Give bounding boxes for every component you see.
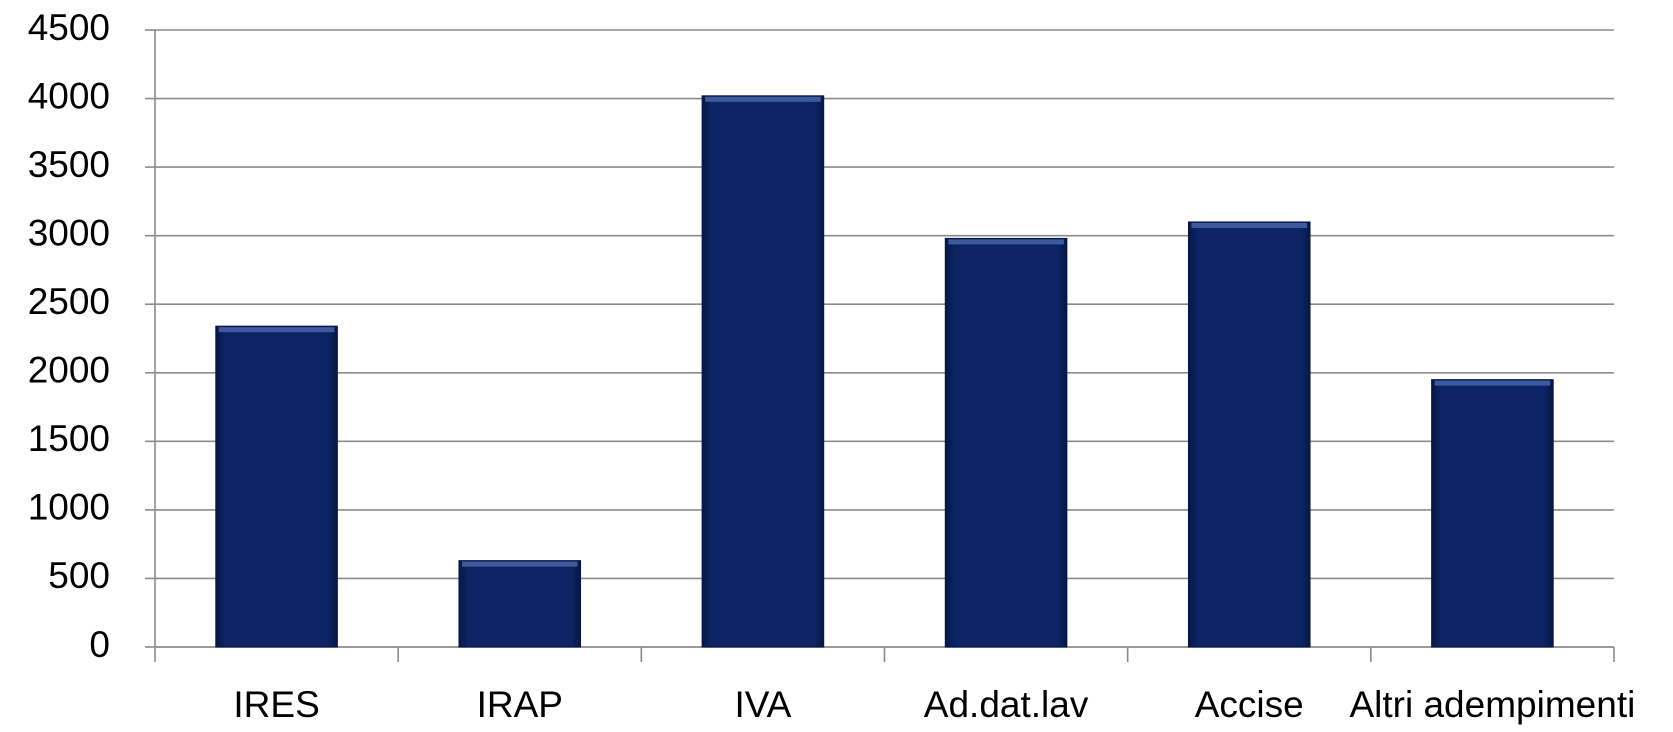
- x-tick-label: IVA: [734, 684, 791, 725]
- y-tick-label: 1500: [28, 418, 110, 459]
- bar-highlight: [461, 561, 578, 567]
- x-tick-label: Ad.dat.lav: [924, 684, 1089, 725]
- y-tick-label: 2500: [28, 281, 110, 322]
- y-tick-label: 4500: [28, 7, 110, 48]
- y-tick-label: 0: [89, 624, 110, 665]
- bar: [701, 95, 825, 648]
- y-tick-label: 1000: [28, 487, 110, 528]
- bar-highlight: [948, 239, 1064, 245]
- x-tick-label: Altri adempimenti: [1349, 684, 1635, 725]
- y-tick-label: 2000: [28, 350, 110, 391]
- bar: [944, 237, 1068, 648]
- y-tick-label: 3000: [28, 212, 110, 253]
- bar-highlight: [218, 327, 335, 333]
- x-tick-label: IRES: [233, 684, 319, 725]
- x-tick-label: Accise: [1195, 684, 1304, 725]
- bar-highlight: [705, 96, 821, 102]
- bar: [215, 325, 338, 648]
- bar: [1187, 221, 1311, 648]
- x-tick-label: IRAP: [477, 684, 563, 725]
- bar: [458, 560, 582, 648]
- y-tick-label: 3500: [28, 144, 110, 185]
- bar-highlight: [1191, 222, 1308, 228]
- y-tick-label: 4000: [28, 75, 110, 116]
- bar-highlight: [1434, 380, 1551, 386]
- bar: [1431, 379, 1554, 648]
- y-tick-label: 500: [48, 555, 110, 596]
